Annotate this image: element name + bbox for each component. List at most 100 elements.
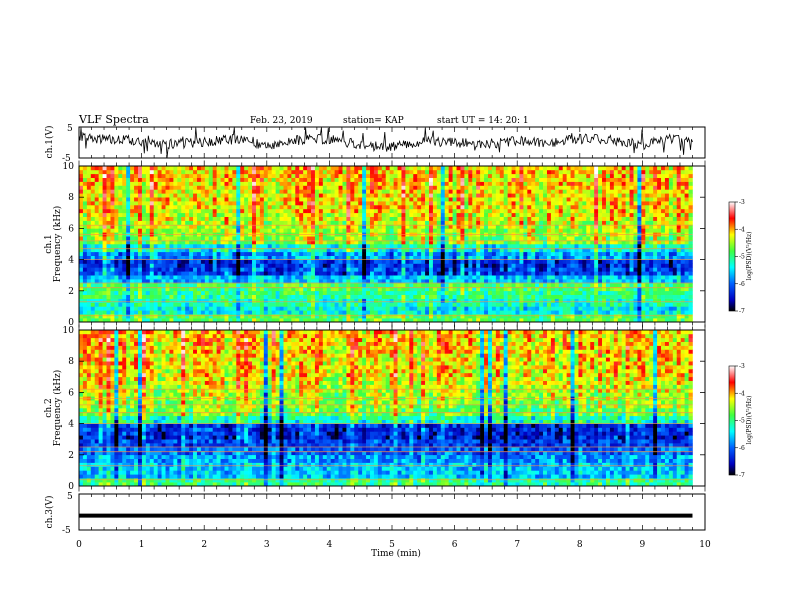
- spectrogram-cell: [98, 197, 103, 202]
- spectrogram-cell: [346, 298, 351, 303]
- spectrogram-cell: [452, 283, 457, 288]
- spectrogram-cell: [181, 263, 186, 268]
- spectrogram-cell: [338, 279, 343, 284]
- spectrogram-cell: [460, 279, 465, 284]
- spectrogram-cell: [550, 212, 556, 217]
- spectrogram-cell: [189, 283, 194, 288]
- spectrogram-cell: [216, 267, 221, 272]
- spectrogram-cell: [307, 271, 312, 276]
- spectrogram-cell: [476, 228, 481, 233]
- spectrogram-cell: [499, 201, 505, 206]
- spectrogram-cell: [480, 283, 485, 288]
- spectrogram-cell: [385, 240, 390, 245]
- spectrogram-cell: [255, 294, 261, 299]
- spectrogram-cell: [452, 236, 457, 241]
- spectrogram-cell: [177, 283, 182, 288]
- spectrogram-cell: [259, 193, 265, 198]
- spectrogram-cell: [295, 228, 300, 233]
- spectrogram-cell: [196, 251, 202, 256]
- spectrogram-cell: [181, 169, 186, 175]
- spectrogram-cell: [240, 255, 245, 260]
- spectrogram-cell: [432, 173, 438, 178]
- spectrogram-cell: [413, 193, 418, 198]
- spectrogram-cell: [440, 279, 446, 284]
- spectrogram-cell: [523, 286, 528, 292]
- spectrogram-cell: [322, 310, 328, 315]
- spectrogram-cell: [126, 224, 131, 229]
- spectrogram-cell: [145, 259, 151, 264]
- spectrogram-cell: [79, 181, 84, 186]
- spectrogram-cell: [130, 216, 135, 221]
- spectrogram-cell: [523, 216, 528, 221]
- spectrogram-cell: [137, 240, 143, 245]
- spectrogram-cell: [157, 314, 162, 319]
- spectrogram-cell: [417, 173, 422, 178]
- spectrogram-cell: [503, 189, 508, 194]
- spectrogram-cell: [165, 212, 170, 217]
- spectrogram-cell: [527, 201, 532, 206]
- spectrogram-cell: [366, 302, 371, 307]
- spectrogram-cell: [177, 173, 182, 178]
- spectrogram-cell: [523, 177, 528, 182]
- spectrogram-cell: [468, 294, 473, 299]
- spectrogram-cell: [263, 306, 269, 311]
- spectrogram-cell: [472, 251, 477, 256]
- spectrogram-cell: [507, 166, 512, 171]
- spectrogram-cell: [535, 267, 540, 272]
- spectrogram-cell: [472, 244, 477, 249]
- spectrogram-cell: [519, 205, 524, 210]
- spectrogram-cell: [373, 228, 379, 233]
- spectrogram-cell: [539, 224, 544, 229]
- spectrogram-cell: [531, 181, 536, 186]
- spectrogram-cell: [350, 205, 355, 210]
- spectrogram-cell: [149, 302, 155, 307]
- spectrogram-cell: [267, 294, 272, 299]
- spectrogram-cell: [546, 201, 552, 206]
- spectrogram-cell: [90, 302, 96, 307]
- spectrogram-cell: [134, 275, 139, 280]
- spectrogram-cell: [487, 279, 493, 284]
- spectrogram-cell: [263, 224, 269, 229]
- spectrogram-cell: [307, 173, 312, 178]
- spectrogram-cell: [185, 181, 190, 186]
- spectrogram-cell: [476, 177, 481, 182]
- spectrogram-cell: [381, 314, 387, 319]
- spectrogram-cell: [236, 193, 241, 198]
- spectrogram-cell: [546, 255, 552, 260]
- spectrogram-cell: [444, 310, 449, 315]
- spectrogram-cell: [413, 275, 418, 280]
- spectrogram-cell: [550, 279, 556, 284]
- spectrogram-cell: [275, 236, 280, 241]
- spectrogram-cell: [503, 247, 508, 253]
- spectrogram-cell: [535, 302, 540, 307]
- spectrogram-cell: [456, 220, 461, 225]
- spectrogram-cell: [236, 259, 241, 264]
- spectrogram-cell: [141, 275, 147, 280]
- spectrogram-cell: [499, 216, 505, 221]
- spectrogram-cell: [157, 169, 162, 175]
- spectrogram-cell: [259, 169, 265, 175]
- spectrogram-cell: [169, 283, 174, 288]
- spectrogram-cell: [86, 201, 92, 206]
- spectrogram-cell: [240, 263, 245, 268]
- spectrogram-cell: [240, 185, 245, 190]
- spectrogram-cell: [546, 267, 552, 272]
- spectrogram-cell: [299, 290, 304, 295]
- spectrogram-cell: [181, 275, 186, 280]
- spectrogram-cell: [519, 189, 524, 194]
- spectrogram-cell: [228, 177, 233, 182]
- spectrogram-cell: [236, 247, 241, 253]
- spectrogram-cell: [464, 302, 469, 307]
- spectrogram-cell: [491, 189, 497, 194]
- spectrogram-cell: [452, 173, 457, 178]
- spectrogram-cell: [200, 189, 206, 194]
- spectrogram-cell: [106, 173, 111, 178]
- spectrogram-cell: [204, 166, 210, 171]
- spectrogram-cell: [350, 298, 355, 303]
- spectrogram-cell: [248, 166, 253, 171]
- spectrogram-cell: [185, 318, 190, 323]
- spectrogram-cell: [507, 236, 512, 241]
- spectrogram-cell: [299, 228, 304, 233]
- spectrogram-cell: [421, 212, 426, 217]
- spectrogram-cell: [515, 208, 520, 214]
